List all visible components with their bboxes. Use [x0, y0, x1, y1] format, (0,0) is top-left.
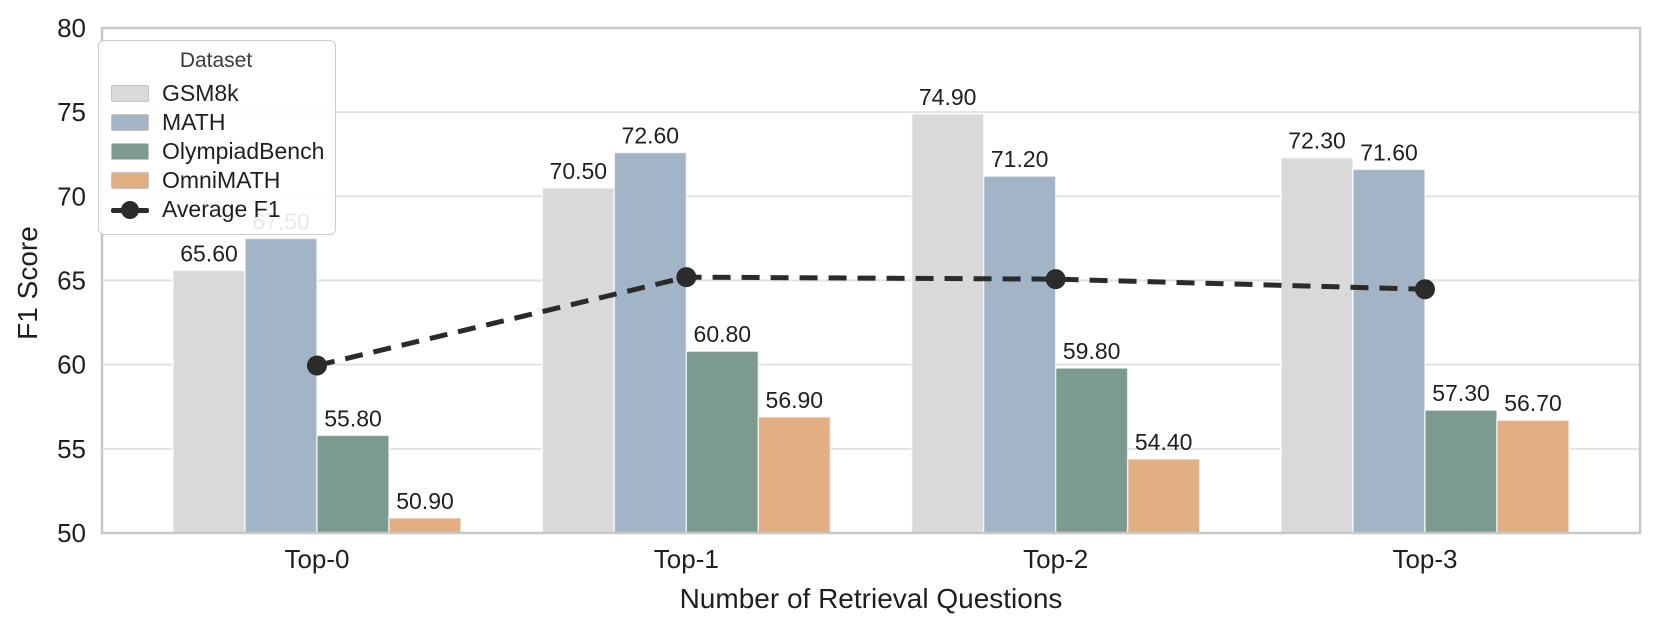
bar-value-label: 70.50	[550, 158, 608, 184]
y-tick-label: 65	[57, 266, 86, 296]
bar-math-top-2	[982, 175, 1057, 534]
bar-value-label: 71.20	[991, 146, 1049, 172]
bar-value-label: 72.60	[622, 123, 680, 149]
legend-label: OmniMATH	[162, 167, 281, 193]
bar-value-label: 74.90	[919, 84, 977, 110]
y-tick-label: 60	[57, 350, 86, 380]
legend-label: GSM8k	[162, 80, 239, 106]
legend-item-gsm8k: GSM8k	[111, 79, 321, 108]
x-tick-label: Top-1	[654, 544, 719, 574]
bar-omnimath-top-0	[388, 517, 462, 534]
legend-swatch-omnimath	[111, 172, 149, 189]
bar-olympiadbench-top-0	[316, 434, 390, 534]
bar-value-label: 72.30	[1288, 128, 1346, 154]
legend-item-omnimath: OmniMATH	[111, 166, 321, 195]
bar-math-top-3	[1352, 168, 1426, 534]
y-tick-label: 55	[57, 434, 86, 464]
bar-olympiadbench-top-2	[1054, 367, 1129, 534]
x-tick-label: Top-2	[1023, 544, 1088, 574]
y-tick-label: 70	[57, 181, 86, 211]
bar-omnimath-top-1	[757, 416, 832, 534]
bar-value-label: 56.70	[1504, 390, 1562, 416]
legend-swatch-gsm8k	[111, 85, 149, 102]
average-f1-point-top-3	[1415, 279, 1435, 300]
bar-value-label: 56.90	[766, 387, 824, 413]
average-f1-point-top-0	[307, 355, 327, 376]
y-tick-label: 80	[57, 13, 86, 43]
bar-value-label: 60.80	[694, 321, 752, 347]
bar-gsm8k-top-2	[910, 113, 985, 534]
bar-value-label: 57.30	[1432, 380, 1490, 406]
legend-label: Average F1	[162, 196, 281, 222]
y-tick-label: 75	[57, 97, 86, 127]
bar-value-label: 65.60	[180, 240, 238, 266]
bar-value-label: 50.90	[396, 488, 454, 514]
x-axis-title: Number of Retrieval Questions	[679, 583, 1063, 614]
legend-item-olympiadbench: OlympiadBench	[111, 137, 325, 166]
legend-label: OlympiadBench	[162, 138, 325, 164]
bar-olympiadbench-top-1	[685, 350, 760, 534]
bar-gsm8k-top-0	[172, 269, 246, 534]
y-axis-title: F1 Score	[12, 226, 43, 340]
line-marker-icon	[111, 200, 149, 219]
legend-title: Dataset	[179, 49, 253, 72]
bar-value-label: 54.40	[1135, 429, 1193, 455]
legend-swatch-math	[111, 114, 149, 131]
bar-olympiadbench-top-3	[1424, 409, 1498, 534]
legend-swatch-olympiadbench	[111, 143, 149, 160]
bar-omnimath-top-3	[1496, 419, 1570, 534]
bar-value-label: 55.80	[324, 405, 382, 431]
legend-label: MATH	[162, 109, 226, 135]
average-f1-point-top-1	[676, 267, 697, 288]
bar-omnimath-top-2	[1126, 458, 1201, 534]
bar-math-top-0	[244, 237, 318, 534]
legend: Dataset GSM8k MATH OlympiadBench OmniMATH Av…	[98, 40, 336, 235]
bar-gsm8k-top-1	[541, 187, 616, 534]
legend-item-math: MATH	[111, 108, 321, 137]
x-tick-label: Top-3	[1392, 544, 1457, 574]
y-tick-label: 50	[57, 518, 86, 548]
bar-value-label: 71.60	[1360, 139, 1418, 165]
bar-gsm8k-top-3	[1280, 156, 1354, 534]
bar-math-top-1	[613, 151, 688, 534]
average-f1-point-top-2	[1045, 269, 1066, 290]
x-tick-label: Top-0	[284, 544, 349, 574]
legend-item-average-f1: Average F1	[111, 195, 321, 224]
plot-border	[100, 26, 1642, 535]
bar-value-label: 59.80	[1063, 338, 1121, 364]
average-f1-line	[316, 274, 1426, 368]
